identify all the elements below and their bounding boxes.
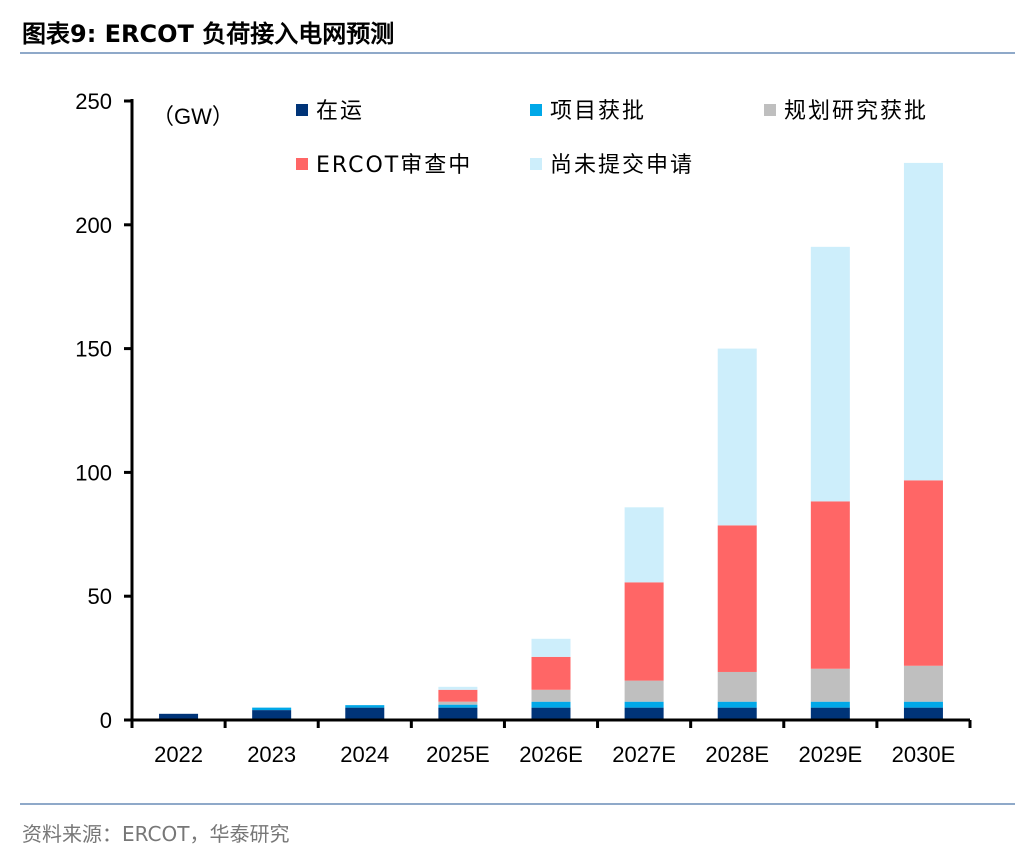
bar-segment (810, 246, 850, 502)
bar-segment (717, 348, 757, 526)
legend-label: 项目获批 (550, 99, 646, 124)
x-tick-label: 2029E (799, 742, 863, 767)
title-divider (20, 52, 1015, 54)
x-tick-label: 2027E (612, 742, 676, 767)
bar-segment (624, 707, 664, 720)
bar-segment (438, 704, 478, 708)
legend-swatch (764, 104, 776, 116)
footer-divider (20, 803, 1015, 805)
bar-segment (903, 665, 943, 702)
unit-label: （GW） (152, 104, 234, 129)
y-tick-label: 200 (75, 213, 112, 238)
bar-segment (717, 671, 757, 702)
bar-segment (531, 656, 571, 690)
bar-segment (531, 638, 571, 657)
y-tick-label: 50 (88, 584, 112, 609)
bar-segment (903, 707, 943, 720)
y-tick-label: 150 (75, 337, 112, 362)
source-note: 资料来源：ERCOT，华泰研究 (22, 822, 290, 846)
bar-segment (717, 525, 757, 672)
bar-segment (624, 507, 664, 583)
y-tick-label: 0 (100, 708, 112, 733)
bar-segment (438, 707, 478, 720)
bar-segment (531, 689, 571, 702)
legend-swatch (530, 104, 542, 116)
chart-title: 图表9: ERCOT 负荷接入电网预测 (22, 20, 395, 48)
x-tick-label: 2023 (247, 742, 296, 767)
y-tick-label: 250 (75, 89, 112, 114)
x-tick-label: 2028E (705, 742, 769, 767)
legend-label: 尚未提交申请 (550, 153, 694, 178)
legend-swatch (296, 158, 308, 170)
x-tick-label: 2025E (426, 742, 490, 767)
y-tick-label: 100 (75, 460, 112, 485)
x-tick-label: 2022 (154, 742, 203, 767)
bar-segment (810, 668, 850, 702)
bar-segment (903, 162, 943, 481)
bar-segment (903, 701, 943, 708)
bar-segment (624, 701, 664, 708)
bar-segment (717, 707, 757, 720)
bar-segment (345, 707, 385, 720)
bar-segment (624, 582, 664, 681)
legend-label: 在运 (316, 99, 364, 124)
legend-label: ERCOT审查中 (316, 153, 472, 178)
bar-segment (810, 707, 850, 720)
legend-swatch (530, 158, 542, 170)
bar-segment (252, 707, 292, 711)
bar-segment (531, 707, 571, 720)
legend-label: 规划研究获批 (784, 99, 928, 124)
bar-segment (252, 710, 292, 720)
bar-segment (345, 705, 385, 708)
bar-segment (810, 501, 850, 669)
bar-segment (438, 686, 478, 690)
bar-segment (438, 701, 478, 705)
bar-segment (903, 480, 943, 666)
bar-segment (438, 689, 478, 702)
bar-segment (810, 701, 850, 708)
bar-segment (531, 701, 571, 708)
bar-segment (624, 680, 664, 702)
x-tick-label: 2026E (519, 742, 583, 767)
bar-segment (159, 713, 199, 720)
bar-segment (717, 701, 757, 708)
legend-swatch (296, 104, 308, 116)
x-tick-label: 2024 (340, 742, 389, 767)
x-tick-label: 2030E (892, 742, 956, 767)
